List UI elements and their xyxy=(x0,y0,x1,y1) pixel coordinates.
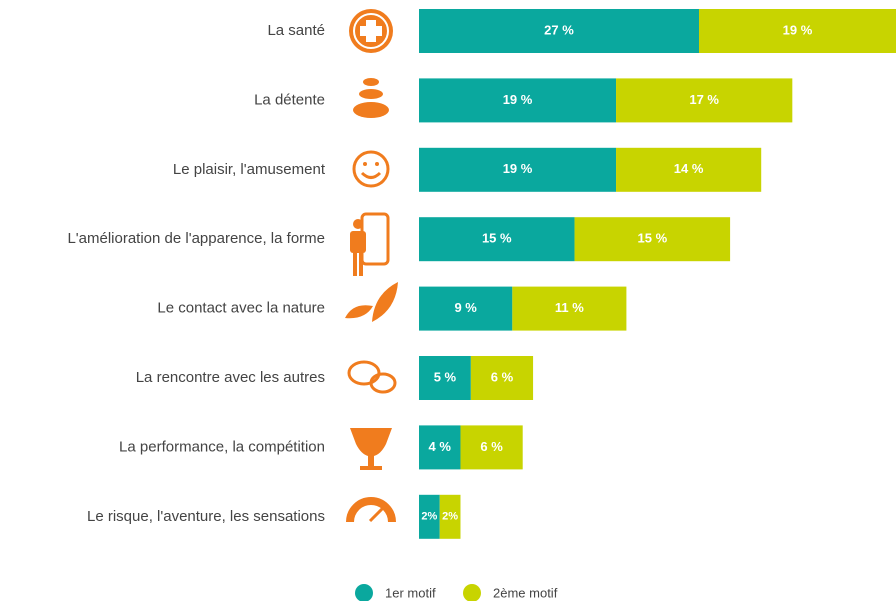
value-label: 2% xyxy=(421,511,437,523)
legend-swatch xyxy=(463,584,481,601)
category-label: Le risque, l'aventure, les sensations xyxy=(87,508,325,525)
category-label: La santé xyxy=(267,22,325,39)
icon-stones xyxy=(353,78,389,118)
value-label: 4 % xyxy=(429,439,452,454)
bar-segment xyxy=(419,217,575,262)
icon-smile xyxy=(352,150,390,188)
bar-segment xyxy=(419,286,513,331)
icon-trophy xyxy=(350,428,392,470)
icon-health-ring xyxy=(353,13,389,49)
icon-smile-eye xyxy=(375,162,379,166)
bar-segment xyxy=(470,356,534,400)
legend-swatch xyxy=(355,584,373,601)
legend-label: 2ème motif xyxy=(493,585,558,600)
icon-gauge xyxy=(346,497,396,523)
bar-segment xyxy=(460,425,523,470)
bar-segment xyxy=(419,425,461,470)
bar-segment xyxy=(616,147,762,192)
bar-segment xyxy=(698,9,896,53)
category-label: La performance, la compétition xyxy=(119,438,325,455)
category-label: L'amélioration de l'apparence, la forme xyxy=(67,230,325,247)
icon-chat xyxy=(347,360,397,394)
value-label: 19 % xyxy=(503,161,533,176)
category-label: Le plaisir, l'amusement xyxy=(173,161,326,178)
bar-segment xyxy=(574,217,731,262)
icon-mirror xyxy=(350,212,390,276)
value-label: 9 % xyxy=(454,300,477,315)
value-label: 19 % xyxy=(783,22,813,37)
bar-segment xyxy=(419,356,471,400)
category-label: La rencontre avec les autres xyxy=(136,369,325,386)
bar-segment xyxy=(616,78,793,123)
value-label: 5 % xyxy=(434,369,457,384)
value-label: 6 % xyxy=(491,369,514,384)
icons xyxy=(345,9,398,523)
value-label: 27 % xyxy=(544,22,574,37)
category-label: Le contact avec la nature xyxy=(157,300,325,317)
value-label: 15 % xyxy=(482,231,512,246)
value-label: 14 % xyxy=(674,161,704,176)
bar-segment xyxy=(419,78,617,123)
value-label: 11 % xyxy=(555,300,584,315)
value-label: 15 % xyxy=(638,231,668,246)
value-label: 6 % xyxy=(480,439,503,454)
bar-segment xyxy=(439,494,461,539)
bar-segment xyxy=(512,286,627,331)
icon-health-cross xyxy=(360,20,382,42)
icon-leaf xyxy=(345,282,398,322)
value-label: 19 % xyxy=(503,92,533,107)
icon-gauge-needle xyxy=(368,505,386,523)
icon-smile-eye xyxy=(363,162,367,166)
bar-segment xyxy=(419,9,699,53)
legend-label: 1er motif xyxy=(385,585,436,600)
value-label: 2% xyxy=(442,511,458,523)
category-label: La détente xyxy=(254,91,325,108)
bar-segment xyxy=(419,147,617,192)
value-label: 17 % xyxy=(689,92,719,107)
bar-segment xyxy=(419,494,440,539)
